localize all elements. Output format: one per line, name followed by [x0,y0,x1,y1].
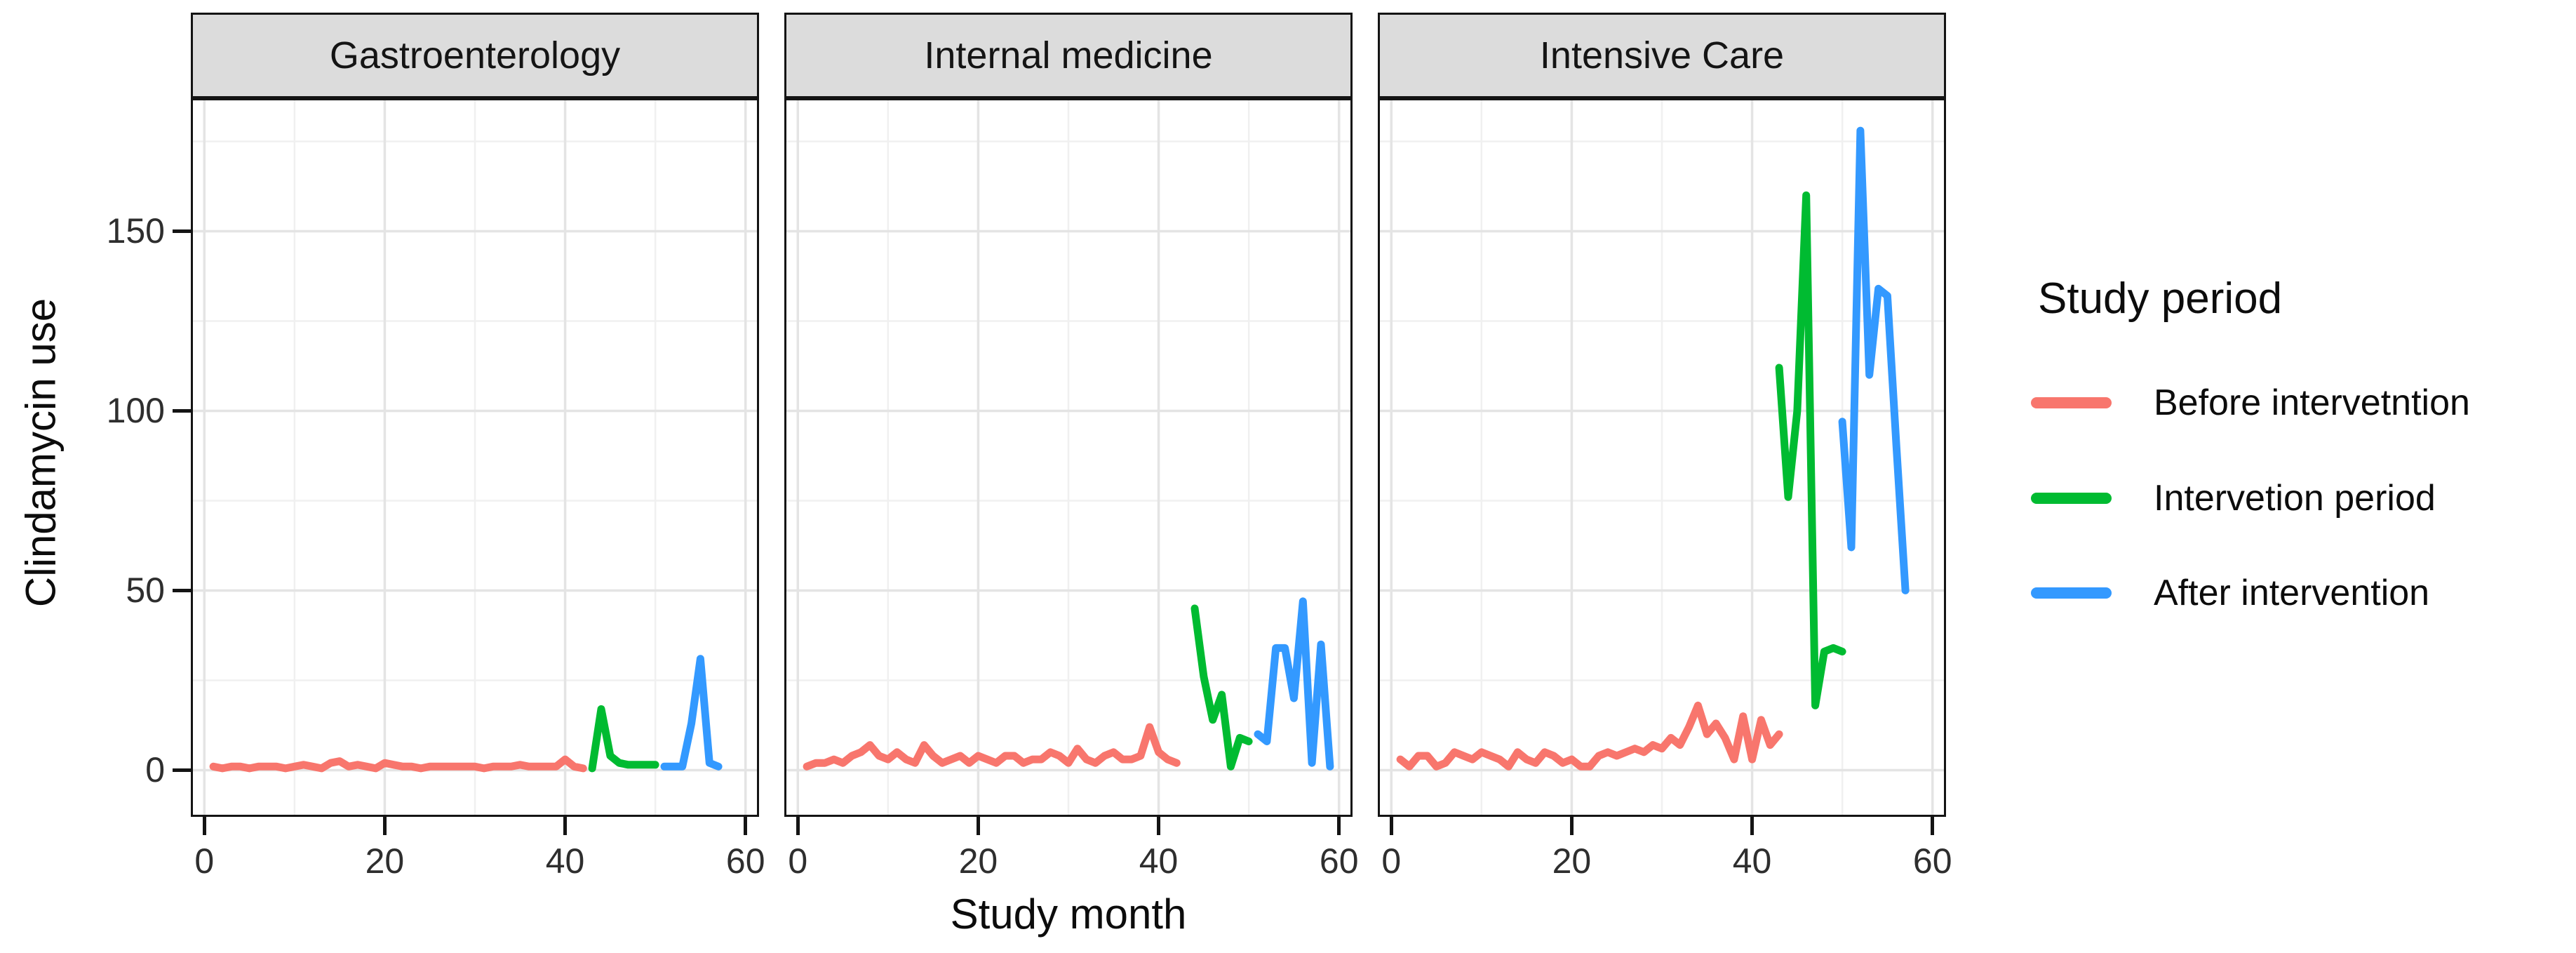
x-tick-label: 60 [1319,841,1359,881]
x-tick-label: 0 [194,841,215,881]
x-tick-label: 60 [725,841,765,881]
legend-label-after: After intervention [2154,573,2430,613]
legend-swatch-before [2031,397,2112,408]
x-tick-mark [1750,817,1755,835]
y-tick-mark [173,768,191,772]
facet-strip-internal-medicine: Internal medicine [784,13,1353,98]
y-tick-label: 100 [106,391,165,431]
x-tick-mark [1569,817,1574,835]
y-tick-mark [173,408,191,413]
y-tick-label: 50 [126,571,165,611]
panel-border [191,98,759,817]
panel-border [784,98,1353,817]
x-tick-label: 0 [1381,841,1402,881]
y-tick-label: 0 [145,750,165,790]
x-tick-label: 40 [1732,841,1772,881]
y-tick-label: 150 [106,211,165,251]
line-after-internal-medicine [1254,597,1334,771]
x-tick-mark [202,817,206,835]
x-tick-label: 20 [365,841,405,881]
line-intervention-intensive-care [1775,191,1846,709]
y-tick-mark [173,588,191,592]
line-before-intensive-care [1396,701,1783,771]
x-tick-mark [563,817,568,835]
x-tick-label: 0 [788,841,808,881]
facet-strip-label: Gastroenterology [329,34,621,76]
x-tick-label: 40 [545,841,585,881]
panel-border [1378,98,1946,817]
line-before-internal-medicine [803,723,1181,771]
x-tick-mark [1389,817,1393,835]
facet-strip-intensive-care: Intensive Care [1378,13,1946,98]
facet-strip-gastroenterology: Gastroenterology [191,13,759,98]
x-tick-mark [796,817,800,835]
x-axis-title: Study month [950,891,1187,938]
x-tick-label: 20 [1552,841,1592,881]
y-tick-mark [173,229,191,233]
facet-panel-intensive-care [1378,98,1946,817]
legend-swatch-after [2031,587,2112,599]
x-tick-mark [976,817,980,835]
line-after-gastroenterology [660,655,723,771]
line-intervention-gastroenterology [588,705,659,773]
facet-panel-internal-medicine [784,98,1353,817]
x-tick-label: 20 [958,841,998,881]
facet-strip-label: Internal medicine [924,34,1213,76]
x-tick-mark [744,817,748,835]
line-intervention-internal-medicine [1190,604,1253,771]
facet-panel-gastroenterology [191,98,759,817]
legend-swatch-intervention [2031,493,2112,504]
x-tick-mark [382,817,387,835]
legend-label-before: Before intervetntion [2154,382,2470,423]
legend-label-intervention: Intervetion period [2154,478,2436,519]
x-tick-mark [1157,817,1161,835]
x-tick-label: 40 [1139,841,1179,881]
x-tick-label: 60 [1912,841,1952,881]
x-tick-mark [1931,817,1935,835]
line-before-gastroenterology [209,755,587,773]
y-axis-title: Clindamycin use [17,298,65,608]
legend-title: Study period [2038,274,2283,323]
facet-strip-label: Intensive Care [1539,34,1785,76]
x-tick-mark [1337,817,1341,835]
line-after-intensive-care [1838,126,1910,594]
